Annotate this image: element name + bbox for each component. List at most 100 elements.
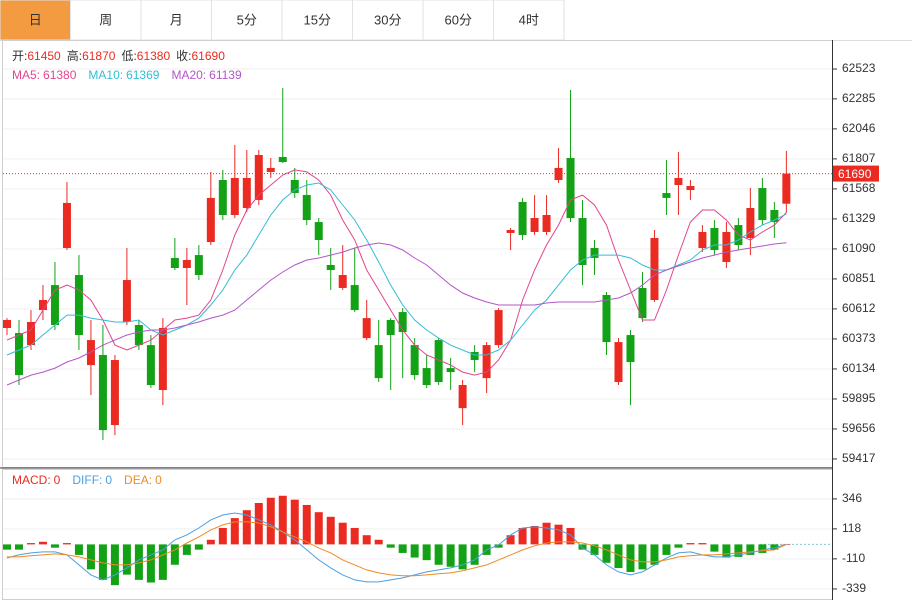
macd-bar bbox=[374, 539, 383, 545]
macd-bar bbox=[674, 544, 683, 548]
candle-body bbox=[302, 195, 311, 221]
macd-bar bbox=[206, 539, 215, 545]
macd-bar bbox=[602, 544, 611, 563]
y-tick-label: 62285 bbox=[842, 91, 876, 105]
candle-body bbox=[614, 342, 623, 382]
macd-bar bbox=[182, 544, 191, 555]
candle-body bbox=[278, 157, 287, 163]
candle-body bbox=[494, 310, 503, 346]
candle-body bbox=[230, 177, 239, 216]
legend-value: 61369 bbox=[126, 68, 160, 82]
candle-body bbox=[674, 177, 683, 186]
tab-label[interactable]: 月 bbox=[170, 12, 183, 27]
macd-line bbox=[6, 512, 787, 583]
macd-bar bbox=[14, 544, 23, 550]
ma-line bbox=[6, 242, 787, 386]
legend-value: 0 bbox=[54, 473, 61, 487]
candle-body bbox=[746, 207, 755, 238]
y-tick-label: -110 bbox=[842, 551, 865, 565]
tab-label[interactable]: 日 bbox=[29, 12, 42, 27]
candle-body bbox=[506, 229, 515, 233]
legend-value: 0 bbox=[105, 473, 112, 487]
macd-bar bbox=[362, 535, 371, 545]
y-tick-label: 118 bbox=[842, 521, 861, 535]
macd-bar bbox=[554, 524, 563, 545]
tab-label[interactable]: 5分 bbox=[237, 12, 257, 27]
macd-bar bbox=[518, 527, 527, 545]
legend-name: DEA: bbox=[124, 473, 152, 487]
candle-body bbox=[3, 319, 11, 329]
tab-label[interactable]: 60分 bbox=[445, 12, 472, 27]
candle-body bbox=[638, 287, 647, 319]
macd-bar bbox=[626, 544, 635, 573]
tab-label[interactable]: 周 bbox=[99, 12, 112, 27]
candle-body bbox=[146, 345, 155, 386]
legend-value: 0 bbox=[155, 473, 162, 487]
candle-body bbox=[422, 368, 431, 386]
macd-bar bbox=[746, 544, 755, 555]
candle-body bbox=[98, 355, 107, 431]
tab-label[interactable]: 30分 bbox=[374, 12, 401, 27]
last-price-box bbox=[833, 165, 879, 182]
legend: MACD: 0 DIFF: 0 DEA: 0 bbox=[12, 473, 162, 487]
y-tick-label: 60134 bbox=[842, 361, 876, 375]
tab[interactable] bbox=[211, 0, 283, 41]
ma-line bbox=[6, 182, 787, 356]
candle-body bbox=[782, 173, 791, 204]
candle-body bbox=[458, 385, 467, 409]
y-tick-label: 59895 bbox=[842, 391, 876, 405]
candle-body bbox=[326, 264, 335, 271]
candle-body bbox=[482, 345, 491, 379]
candle-body bbox=[470, 351, 479, 361]
macd-bar bbox=[434, 544, 443, 565]
macd-bar bbox=[170, 544, 179, 565]
macd-bar bbox=[98, 544, 107, 580]
candle-body bbox=[566, 158, 575, 219]
y-tick-label: 346 bbox=[842, 491, 862, 505]
y-tick-label: 61329 bbox=[842, 211, 876, 225]
macd-bar bbox=[506, 535, 515, 545]
macd-bar bbox=[86, 544, 95, 570]
y-tick-label: 61090 bbox=[842, 241, 876, 255]
candle-body bbox=[50, 285, 59, 325]
tab-bar: 日 周 月 5分 15分 30分 60分 4时 bbox=[0, 0, 565, 41]
y-tick-label: -339 bbox=[842, 581, 866, 595]
candle-body bbox=[242, 177, 251, 208]
macd-bar bbox=[158, 544, 167, 580]
info-value: 61380 bbox=[137, 49, 171, 63]
macd-bar bbox=[722, 544, 731, 558]
tab[interactable] bbox=[281, 0, 353, 41]
last-price-label: 61690 bbox=[838, 167, 872, 181]
tab-label[interactable]: 15分 bbox=[304, 12, 331, 27]
candle-body bbox=[314, 222, 323, 240]
candle-body bbox=[578, 218, 587, 265]
macd-bar bbox=[3, 544, 11, 550]
macd-bar bbox=[662, 544, 671, 555]
macd-bar bbox=[350, 527, 359, 545]
tab[interactable] bbox=[70, 0, 142, 41]
candle-body bbox=[518, 201, 527, 235]
candle-body bbox=[38, 300, 47, 311]
ma-line bbox=[6, 169, 787, 376]
macd-bar bbox=[398, 544, 407, 553]
info-value: 61870 bbox=[82, 49, 116, 63]
candle-body bbox=[758, 188, 767, 221]
tab[interactable] bbox=[493, 0, 565, 41]
macd-bar bbox=[566, 527, 575, 545]
candle-body bbox=[338, 275, 347, 288]
tab[interactable] bbox=[422, 0, 494, 41]
macd-bar bbox=[134, 544, 143, 580]
macd-bar bbox=[758, 544, 767, 553]
macd-bar bbox=[218, 527, 227, 545]
macd-bar bbox=[386, 544, 395, 548]
candle-body bbox=[722, 231, 731, 262]
macd-bar bbox=[302, 504, 311, 545]
tab-label[interactable]: 4时 bbox=[519, 12, 539, 27]
y-tick-label: 59417 bbox=[842, 451, 876, 465]
macd-bar bbox=[266, 497, 275, 545]
candle-body bbox=[650, 237, 659, 301]
candle-body bbox=[602, 294, 611, 343]
